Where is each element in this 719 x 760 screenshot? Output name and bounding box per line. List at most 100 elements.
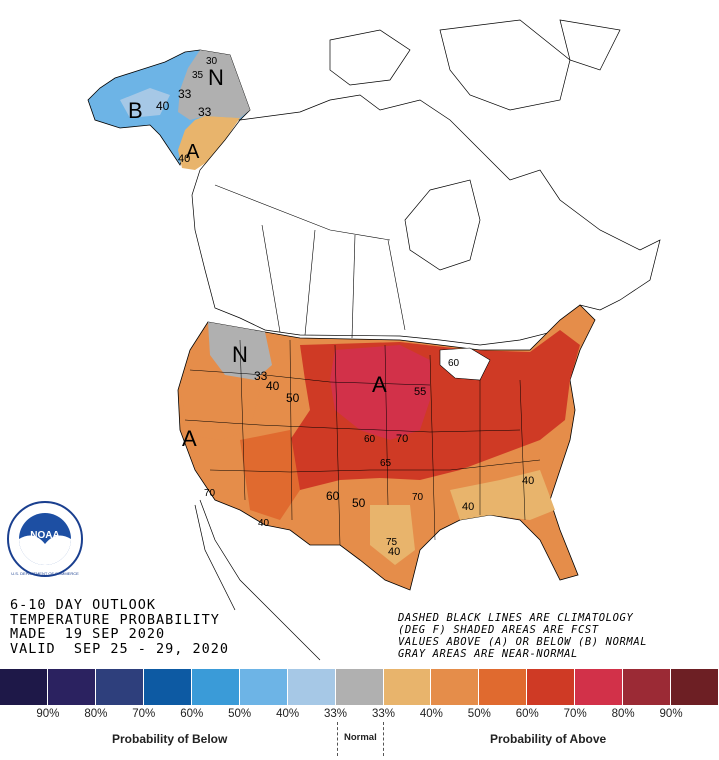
baja-outline <box>194 504 236 611</box>
colorbar-swatch-11 <box>527 669 576 705</box>
province-lines <box>214 184 406 339</box>
contour-60b: 60 <box>326 489 340 503</box>
contour-40e: 40 <box>462 501 474 513</box>
contour-65: 65 <box>380 458 392 469</box>
title-line-1: 6-10 DAY OUTLOOK <box>10 597 157 613</box>
central-crimson <box>330 345 430 440</box>
state-line-1 <box>189 369 431 386</box>
west-a-label: A <box>182 426 197 451</box>
note-line-4: GRAY AREAS ARE NEAR-NORMAL <box>398 648 578 660</box>
contour-70b: 70 <box>412 492 424 503</box>
map-notes: DASHED BLACK LINES ARE CLIMATOLOGY (DEG F… <box>398 612 647 660</box>
contour-40b: 40 <box>178 153 190 165</box>
colorbar-tick-12: 80% <box>611 708 635 720</box>
contour-40d: 40 <box>522 475 534 487</box>
title-line-3: MADE 19 SEP 2020 <box>10 626 166 642</box>
colorbar-tick-4: 50% <box>228 708 252 720</box>
contour-75: 75 <box>386 537 398 548</box>
outlook-title-block: 6-10 DAY OUTLOOK TEMPERATURE PROBABILITY M… <box>10 598 229 656</box>
contour-40a: 40 <box>156 99 170 113</box>
colorbar-swatch-4 <box>191 669 240 705</box>
colorbar-swatch-14 <box>671 669 719 705</box>
alaska-b-label: B <box>128 98 143 123</box>
contour-40f: 40 <box>388 546 400 558</box>
contour-40g: 40 <box>258 518 270 529</box>
probability-colorbar <box>0 669 719 705</box>
map-labels: B N A N A A 30 35 33 40 33 40 33 40 50 5… <box>128 56 534 558</box>
colorbar-tick-7: 33% <box>371 708 395 720</box>
note-line-1: DASHED BLACK LINES ARE CLIMATOLOGY <box>398 612 634 624</box>
mexico <box>194 499 321 661</box>
normal-divider-right <box>383 722 384 756</box>
colorbar-swatch-13 <box>623 669 672 705</box>
west-light-orange <box>180 380 260 440</box>
contour-33b: 33 <box>198 105 212 119</box>
state-line-10 <box>519 379 526 521</box>
colorbar-tick-9: 50% <box>467 708 491 720</box>
colorbar-tick-13: 90% <box>659 708 683 720</box>
colorbar-tick-5: 40% <box>276 708 300 720</box>
colorbar-ticks: 90% 80% 70% 60% 50% 40% 33% 33% 40% 50% 60% 70% 80% 9… <box>0 706 719 722</box>
colorbar-swatch-3 <box>143 669 192 705</box>
nw-n-label: N <box>232 342 248 367</box>
mexico-outline <box>199 499 321 661</box>
title-line-4: VALID SEP 25 - 29, 2020 <box>10 640 230 657</box>
colorbar-swatch-5 <box>239 669 288 705</box>
southwest-orange <box>240 430 300 520</box>
colorbar-tick-0: 90% <box>36 708 60 720</box>
colorbar-tick-2: 70% <box>132 708 156 720</box>
normal-divider-left <box>337 722 338 756</box>
state-line-6 <box>334 344 341 546</box>
alaska-n-label: N <box>208 65 224 90</box>
territory-line <box>214 184 391 241</box>
colorbar-swatch-1 <box>47 669 96 705</box>
bc-ab-line <box>261 224 281 333</box>
colorbar-swatch-7 <box>335 669 384 705</box>
canada-island-2 <box>439 19 571 111</box>
noaa-logo-text: NOAA <box>30 530 59 541</box>
probability-below-label: Probability of Below <box>112 732 228 746</box>
ab-sk-line <box>304 229 316 336</box>
colorbar-tick-10: 60% <box>515 708 539 720</box>
colorbar-swatch-9 <box>431 669 480 705</box>
note-line-3: VALUES ABOVE (A) OR BELOW (B) NORMAL <box>398 636 648 648</box>
colorbar-tick-8: 40% <box>419 708 443 720</box>
state-line-2 <box>184 419 521 433</box>
mb-on-line <box>387 239 406 331</box>
contour-60a: 60 <box>364 434 376 445</box>
alaska <box>87 49 251 170</box>
state-line-7 <box>384 344 389 506</box>
title-line-2: TEMPERATURE PROBABILITY <box>10 611 220 628</box>
southeast-light <box>450 470 555 520</box>
contour-70a: 70 <box>396 433 408 445</box>
noaa-logo-icon: NOAA U.S. DEPARTMENT OF COMMERCE <box>7 501 83 577</box>
colorbar-swatch-10 <box>479 669 528 705</box>
hudson-bay <box>404 179 481 271</box>
colorbar-swatch-0 <box>0 669 48 705</box>
colorbar-swatch-8 <box>383 669 432 705</box>
contour-33a: 33 <box>178 87 192 101</box>
sk-mb-line <box>351 234 356 339</box>
contour-33c: 33 <box>254 369 268 383</box>
state-line-8 <box>429 354 436 541</box>
contour-30: 30 <box>206 56 218 67</box>
colorbar-tick-3: 60% <box>180 708 204 720</box>
colorbar-swatch-2 <box>95 669 144 705</box>
contour-50a: 50 <box>286 391 300 405</box>
state-line-4 <box>239 339 246 501</box>
state-line-5 <box>289 339 293 521</box>
note-line-2: (DEG F) SHADED AREAS ARE FCST <box>398 624 599 636</box>
canada-island-1 <box>329 29 411 86</box>
probability-above-label: Probability of Above <box>490 732 607 746</box>
normal-label: Normal <box>344 732 377 743</box>
alaska-a-label: A <box>186 141 200 163</box>
central-a-label: A <box>372 372 387 397</box>
contour-40c: 40 <box>266 379 280 393</box>
contour-50b: 50 <box>352 496 366 510</box>
state-lines <box>184 339 541 546</box>
contour-60c: 60 <box>448 358 460 369</box>
alaska-normal-area <box>178 50 250 120</box>
contour-55: 55 <box>414 386 426 398</box>
canada <box>191 19 661 346</box>
noaa-ring-text: U.S. DEPARTMENT OF COMMERCE <box>11 571 79 576</box>
